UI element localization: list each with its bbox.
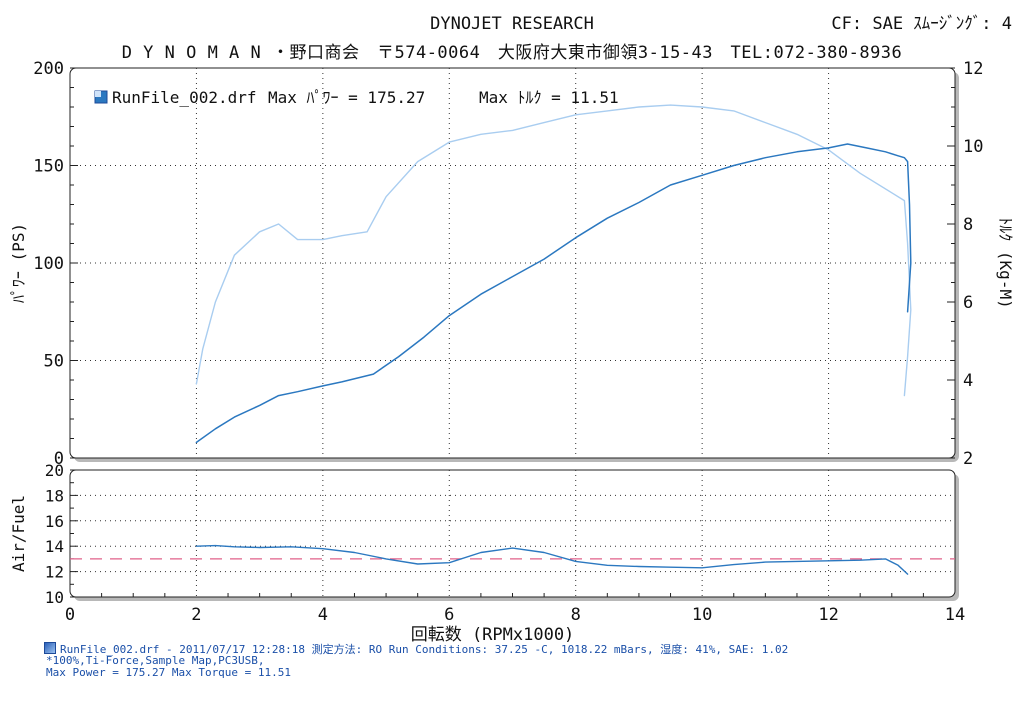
xtick-label: 2: [191, 605, 201, 625]
series-lines: [70, 104, 955, 575]
afr-axis-title: Air/Fuel: [9, 495, 28, 572]
afr-plot-area: [69, 469, 956, 598]
xtick-label: 12: [818, 605, 838, 625]
ytick-label: 200: [33, 59, 64, 79]
xtick-label: 10: [692, 605, 712, 625]
x-axis-title: 回転数 (RPMx1000): [411, 625, 575, 645]
ytick-label: 100: [33, 254, 64, 274]
legend-run-label: RunFile_002.drf: [112, 88, 257, 107]
y2tick-label: 6: [963, 293, 973, 313]
power-plot-area: [69, 67, 956, 459]
afr-tick-label: 10: [45, 588, 64, 607]
afr-tick-label: 12: [45, 563, 64, 582]
power-axis-title: ﾊﾟﾜｰ (PS): [9, 223, 28, 303]
ytick-label: 150: [33, 157, 64, 177]
footer-line-2: *100%,Ti-Force,Sample Map,PC3USB,: [46, 654, 265, 667]
legend-max-torque: Max ﾄﾙｸ = 11.51: [479, 88, 619, 107]
xtick-label: 4: [318, 605, 328, 625]
afr-tick-label: 18: [45, 486, 64, 505]
y2tick-label: 10: [963, 137, 983, 157]
y2tick-label: 12: [963, 59, 983, 79]
footer-line-3: Max Power = 175.27 Max Torque = 11.51: [46, 666, 292, 679]
legend-swatch-highlight: [95, 91, 101, 97]
afr-tick-label: 14: [45, 537, 64, 556]
legend-max-power: Max ﾊﾟﾜｰ = 175.27: [268, 88, 425, 107]
grid-lines: [70, 67, 955, 598]
ytick-label: 0: [54, 449, 64, 469]
run-color-swatch: [44, 642, 56, 654]
footer-run-info: RunFile_002.drf - 2011/07/17 12:28:18 測定…: [60, 643, 789, 656]
torque-axis-title: ﾄﾙｸ (Kg-M): [996, 217, 1015, 308]
torque-line: [195, 104, 912, 397]
afr-tick-label: 20: [45, 461, 64, 480]
afr-tick-label: 16: [45, 512, 64, 531]
y2tick-label: 4: [963, 371, 973, 391]
xtick-label: 8: [571, 605, 581, 625]
ytick-label: 50: [44, 352, 64, 372]
xtick-label: 6: [444, 605, 454, 625]
y2tick-label: 2: [963, 449, 973, 469]
y2tick-label: 8: [963, 215, 973, 235]
power-line: [195, 143, 912, 444]
axis-titles: ﾊﾟﾜｰ (PS) ﾄﾙｸ (Kg-M) Air/Fuel 回転数 (RPMx1000…: [9, 217, 1015, 645]
afr-line: [195, 544, 909, 575]
footer-line-1: RunFile_002.drf - 2011/07/17 12:28:18 測定…: [44, 641, 788, 657]
xtick-label: 14: [945, 605, 965, 625]
xtick-label: 0: [65, 605, 75, 625]
legend: RunFile_002.drf Max ﾊﾟﾜｰ = 175.27 Max ﾄﾙｸ …: [94, 88, 619, 107]
correction-factor: CF: SAE ｽﾑｰｼﾞﾝｸﾞ: 4: [831, 14, 1012, 34]
report-title: DYNOJET RESEARCH: [430, 14, 594, 34]
dealer-address: D Y N O M A N ・野口商会 〒574-0064 大阪府大東市御領3-…: [121, 43, 903, 63]
